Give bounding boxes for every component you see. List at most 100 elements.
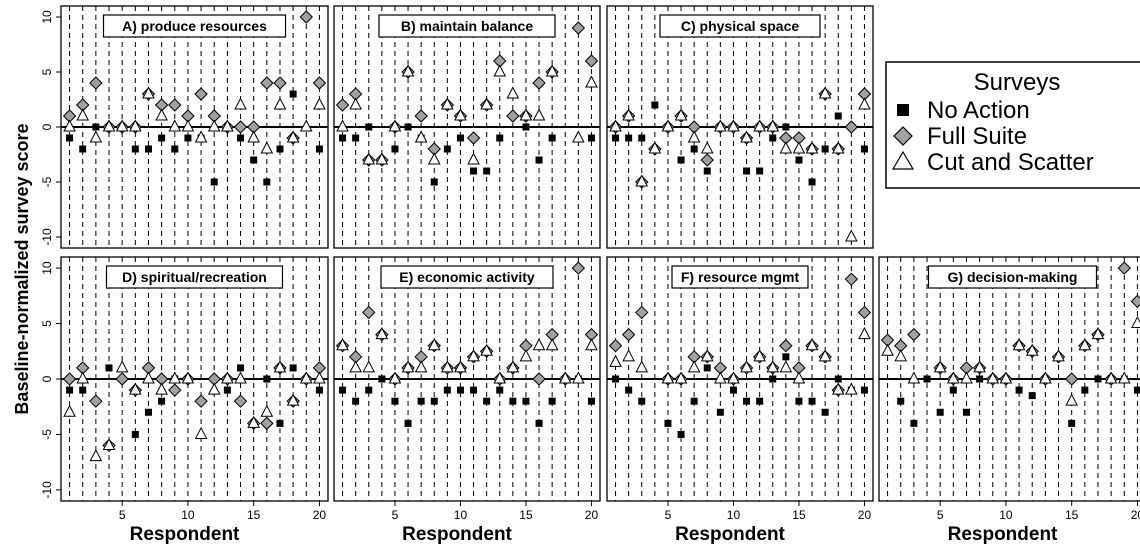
full-suite-point <box>168 383 182 397</box>
legend-entry-label: Full Suite <box>927 123 1027 150</box>
y-tick-label: -10 <box>40 481 54 499</box>
no-action-point <box>860 386 868 394</box>
full-suite-point <box>89 394 103 408</box>
full-suite-point <box>62 372 77 386</box>
cut-and-scatter-point <box>635 174 649 187</box>
full-suite-point <box>608 339 623 353</box>
cut-and-scatter-point <box>779 141 793 154</box>
full-suite-point <box>532 76 546 90</box>
no-action-point <box>365 386 373 394</box>
no-action-point <box>638 134 646 142</box>
cut-and-scatter-point <box>831 382 845 395</box>
cut-and-scatter-point <box>1052 349 1065 362</box>
cut-and-scatter-point <box>1039 371 1052 384</box>
cut-and-scatter-point <box>388 119 402 132</box>
cut-and-scatter-point <box>194 130 208 143</box>
cut-and-scatter-point <box>336 338 349 351</box>
panel-b: B) maintain balance <box>333 5 601 249</box>
no-action-point <box>263 178 271 186</box>
no-action-point <box>496 386 504 394</box>
no-action-point <box>131 430 139 438</box>
cut-and-scatter-point <box>375 152 389 165</box>
cut-and-scatter-point <box>648 141 662 154</box>
cut-and-scatter-point <box>313 371 326 384</box>
cut-and-scatter-point <box>687 130 701 143</box>
no-action-point <box>456 134 464 142</box>
cut-and-scatter-point <box>805 141 819 154</box>
no-action-point <box>690 145 698 153</box>
x-tick-label: 10 <box>727 508 741 522</box>
panel-frame <box>878 256 1140 502</box>
cut-and-scatter-point <box>1091 327 1105 340</box>
cut-and-scatter-point <box>986 371 1000 384</box>
cut-and-scatter-point <box>792 371 806 384</box>
panel-title: A) produce resources <box>122 18 267 34</box>
cut-and-scatter-point <box>128 119 142 132</box>
cut-and-scatter-point <box>362 360 376 373</box>
cut-and-scatter-point <box>207 119 221 132</box>
full-suite-point <box>115 372 129 386</box>
x-tick-label: 15 <box>519 508 533 522</box>
y-tick-label: 10 <box>40 261 54 275</box>
full-suite-point <box>260 416 274 431</box>
full-suite-point <box>466 131 481 145</box>
no-action-point <box>756 167 764 175</box>
full-suite-point <box>233 394 248 408</box>
no-action-point <box>834 375 842 383</box>
full-suite-point <box>844 272 859 286</box>
cut-and-scatter-point <box>286 393 300 406</box>
panel-title-box <box>659 14 821 38</box>
x-tick-label: 10 <box>454 508 468 522</box>
no-action-point <box>1094 375 1102 383</box>
cut-and-scatter-point <box>414 130 428 143</box>
cut-and-scatter-point <box>414 360 428 373</box>
no-action-point <box>1015 386 1023 394</box>
cut-and-scatter-point <box>336 119 349 132</box>
full-suite-point <box>779 339 793 353</box>
panel-frame <box>606 256 874 502</box>
panel-title: C) physical space <box>681 18 799 34</box>
no-action-point <box>769 375 777 383</box>
full-suite-point <box>312 76 327 90</box>
no-action-point <box>690 397 698 405</box>
y-tick-label: -5 <box>40 176 54 187</box>
no-action-point <box>263 375 271 383</box>
cut-and-scatter-point <box>388 371 402 384</box>
cut-and-scatter-point <box>89 130 103 143</box>
no-action-point <box>144 145 152 153</box>
cut-and-scatter-point <box>727 119 740 132</box>
no-action-point <box>378 375 386 383</box>
y-tick-label: 10 <box>40 10 54 24</box>
no-action-point <box>105 364 113 372</box>
no-action-point <box>92 123 100 131</box>
cut-and-scatter-point <box>1078 338 1092 351</box>
cut-and-scatter-point <box>467 152 480 165</box>
no-action-point <box>1028 392 1036 400</box>
x-tick-label: 15 <box>792 508 806 522</box>
cut-and-scatter-point <box>1025 343 1039 356</box>
no-action-point <box>860 145 868 153</box>
no-action-point <box>237 134 245 142</box>
cut-and-scatter-point <box>260 404 274 417</box>
x-tick-label: 5 <box>392 508 399 522</box>
no-action-point <box>276 419 284 427</box>
cut-and-scatter-point <box>818 349 832 362</box>
cut-and-scatter-point <box>1104 371 1118 384</box>
x-axis-label: Respondent <box>675 524 785 545</box>
cut-and-scatter-point <box>102 437 116 451</box>
no-action-point <box>289 364 297 372</box>
full-suite-point <box>194 394 208 408</box>
legend-box <box>885 61 1140 189</box>
no-action-point <box>743 397 751 405</box>
cut-and-scatter-point <box>349 360 362 373</box>
cut-and-scatter-point <box>427 338 441 351</box>
cut-and-scatter-point <box>260 141 274 154</box>
no-action-point <box>171 145 179 153</box>
y-tick-label: 0 <box>40 375 54 382</box>
cut-and-scatter-point <box>1065 393 1079 406</box>
no-action-point <box>158 134 166 142</box>
cut-and-scatter-point <box>519 349 533 362</box>
no-action-point <box>430 397 438 405</box>
cut-and-scatter-point <box>181 119 195 132</box>
cut-and-scatter-point <box>1012 338 1026 351</box>
